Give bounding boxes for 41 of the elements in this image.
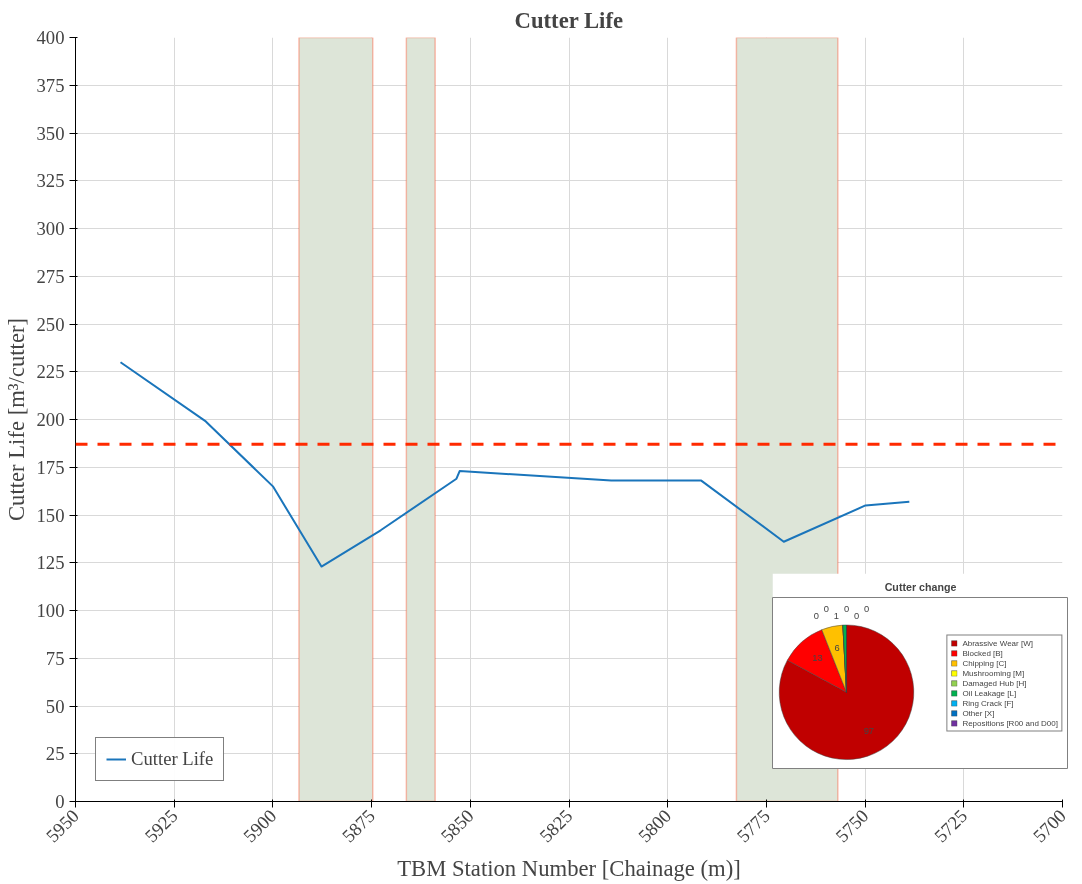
x-axis-title: TBM Station Number [Chainage (m)] <box>397 856 741 882</box>
text: 0 <box>813 611 819 622</box>
data-label: 6 <box>834 642 840 653</box>
chart-title: Cutter change <box>884 580 957 593</box>
legend-label: Oil Leakage [L] <box>962 688 1017 698</box>
y-tick-label: 225 <box>36 361 65 383</box>
legend-label: Mushrooming [M] <box>962 668 1025 678</box>
text: 0 <box>823 604 829 615</box>
legend-label: Blocked [B] <box>962 648 1003 658</box>
text: 0 <box>843 604 850 615</box>
y-tick-label: 75 <box>45 647 65 669</box>
y-tick-label: 200 <box>36 409 65 430</box>
legend-label: Repositions [R00 and D00] <box>962 718 1058 728</box>
y-tick-label: 250 <box>36 313 65 335</box>
y-tick-label: 375 <box>36 74 65 96</box>
legend-label: Cutter Life <box>131 748 214 770</box>
y-tick-label: 125 <box>36 552 65 574</box>
legend-label: Ring Crack [F] <box>962 698 1014 708</box>
chart-title: Cutter Life <box>514 7 624 33</box>
y-tick-label: 0 <box>55 791 65 812</box>
legend-label: Abrassive Wear [W] <box>962 638 1033 648</box>
legend-label: Chipping [C] <box>962 658 1007 668</box>
y-tick-label: 100 <box>36 600 65 621</box>
data-label: 97 <box>863 726 875 737</box>
line-series <box>119 361 911 568</box>
y-tick-label: 25 <box>45 743 65 765</box>
y-tick-label: 350 <box>36 122 65 144</box>
data-label: 13 <box>812 653 823 664</box>
legend-label: Other [X] <box>962 708 995 718</box>
data-label: 1 <box>833 611 840 622</box>
y-tick-label: 50 <box>45 695 65 717</box>
text: 0 <box>864 604 870 615</box>
y-axis-title: Cutter Life [m³/cutter] <box>3 317 29 522</box>
y-tick-label: 300 <box>36 218 65 239</box>
text: 0 <box>854 611 860 622</box>
y-tick-label: 175 <box>36 456 65 478</box>
y-tick-label: 325 <box>36 170 65 192</box>
legend-label: Damaged Hub [H] <box>962 678 1027 688</box>
y-tick-label: 275 <box>36 265 65 287</box>
y-tick-label: 400 <box>36 27 65 48</box>
y-tick-label: 150 <box>36 504 65 526</box>
